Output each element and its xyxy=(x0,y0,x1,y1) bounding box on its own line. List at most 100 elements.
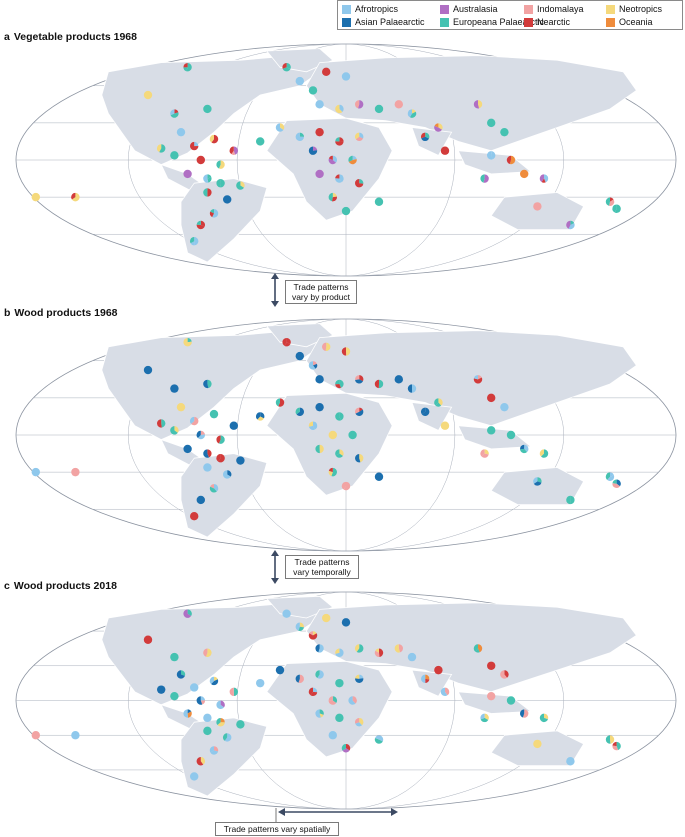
pie-slice xyxy=(231,150,236,155)
trade-pie-marker xyxy=(256,137,265,146)
pie-slice xyxy=(203,648,208,657)
pie-slice xyxy=(342,748,350,753)
trade-pie-marker xyxy=(176,127,186,137)
trade-pie-marker xyxy=(216,160,225,169)
pie-slice xyxy=(407,109,412,118)
pie-slice xyxy=(190,512,199,521)
vertical-double-arrow-1 xyxy=(271,273,279,307)
pie-slice xyxy=(183,709,188,718)
trade-pie-marker xyxy=(308,631,318,640)
pie-slice xyxy=(217,722,225,727)
pie-slice xyxy=(359,132,364,139)
trade-pie-marker xyxy=(520,709,529,718)
trade-pie-marker xyxy=(209,409,219,419)
trade-pie-marker xyxy=(222,733,232,742)
pie-slice xyxy=(332,696,337,703)
pie-slice xyxy=(196,757,204,766)
trade-pie-marker xyxy=(275,665,285,675)
pie-slice xyxy=(612,741,617,747)
pie-slice xyxy=(229,687,234,697)
pie-slice xyxy=(616,479,621,487)
pie-slice xyxy=(379,648,384,657)
pie-slice xyxy=(203,726,212,736)
pie-slice xyxy=(143,635,153,644)
pie-slice xyxy=(157,144,162,153)
pie-slice xyxy=(348,159,357,165)
pie-slice xyxy=(394,644,401,653)
pie-slice xyxy=(352,696,357,704)
continent-africa xyxy=(266,392,393,496)
pie-slice xyxy=(183,338,192,347)
pie-slice xyxy=(190,237,195,244)
pie-slice xyxy=(295,407,300,415)
pie-slice xyxy=(335,137,340,142)
pie-slice xyxy=(438,123,443,130)
pie-slice xyxy=(540,449,549,458)
trade-pie-marker xyxy=(216,700,225,710)
pie-slice xyxy=(315,444,320,454)
legend-swatch xyxy=(524,18,533,27)
trade-pie-marker xyxy=(223,470,232,479)
trade-pie-marker xyxy=(355,132,364,142)
pie-slice xyxy=(206,652,212,657)
pie-slice xyxy=(520,444,525,450)
trade-pie-marker xyxy=(348,696,357,705)
trade-pie-marker xyxy=(322,342,331,352)
pie-slice xyxy=(605,197,610,206)
trade-pie-marker xyxy=(183,63,192,72)
pie-slice xyxy=(480,713,485,720)
pie-slice xyxy=(196,220,201,225)
panel-b-letter: b xyxy=(4,307,11,319)
pie-slice xyxy=(487,661,496,670)
trade-pie-marker xyxy=(374,197,384,206)
pie-slice xyxy=(286,63,291,70)
trade-pie-marker xyxy=(341,744,351,753)
pie-slice xyxy=(190,141,199,151)
pie-slice xyxy=(421,407,430,416)
trade-pie-marker xyxy=(236,720,245,729)
pie-slice xyxy=(203,104,212,114)
pie-slice xyxy=(328,467,333,473)
pie-slice xyxy=(335,678,344,688)
pie-slice xyxy=(190,241,195,246)
trade-pie-marker xyxy=(203,463,212,472)
trade-pie-marker xyxy=(183,709,192,718)
pie-slice xyxy=(174,426,179,433)
pie-slice xyxy=(227,733,232,738)
trade-pie-marker xyxy=(605,735,615,744)
pie-slice xyxy=(378,379,384,389)
pie-slice xyxy=(375,735,379,740)
pie-slice xyxy=(299,132,304,137)
pie-slice xyxy=(315,402,324,412)
pie-slice xyxy=(357,100,364,109)
pie-slice xyxy=(295,351,304,361)
pie-slice xyxy=(566,220,571,229)
pie-slice xyxy=(348,430,357,440)
pie-slice xyxy=(236,456,245,465)
trade-pie-marker xyxy=(335,104,344,114)
pie-slice xyxy=(355,179,364,188)
pie-slice xyxy=(317,670,324,679)
trade-pie-marker xyxy=(308,687,318,697)
pie-slice xyxy=(332,192,337,198)
pie-slice xyxy=(308,421,313,427)
trade-pie-marker xyxy=(394,644,404,653)
pie-slice xyxy=(484,713,489,720)
pie-slice xyxy=(200,696,205,701)
pie-slice xyxy=(190,416,195,424)
pie-slice xyxy=(174,109,179,114)
trade-pie-marker xyxy=(157,144,166,153)
pie-slice xyxy=(190,683,199,692)
pie-slice xyxy=(223,470,231,479)
trade-pie-marker xyxy=(487,118,496,128)
pie-slice xyxy=(210,484,214,489)
trade-pie-marker xyxy=(196,155,205,165)
trade-pie-marker xyxy=(539,449,549,458)
legend-label: Asian Palaearctic xyxy=(355,17,425,27)
pie-slice xyxy=(328,696,333,701)
pie-slice xyxy=(355,644,360,652)
pie-slice xyxy=(359,674,364,679)
pie-slice xyxy=(214,746,219,752)
pie-slice xyxy=(421,132,426,139)
trade-pie-marker xyxy=(282,609,291,618)
